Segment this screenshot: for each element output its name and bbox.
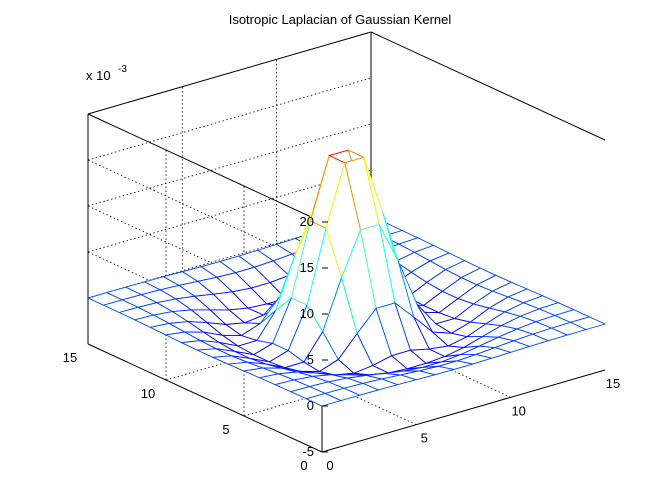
wall-grid-line: [87, 123, 372, 207]
surface-mesh: [86, 148, 607, 407]
back-edge: [87, 113, 323, 223]
wall-grid-line: [87, 159, 323, 269]
y-tick-label: 0: [300, 458, 307, 473]
y-tick-label: 15: [63, 350, 77, 365]
x-tick-label: 15: [606, 376, 620, 391]
x-tick-label: 0: [326, 458, 333, 473]
wall-grid-line: [87, 205, 323, 315]
z-tick-label: -5: [302, 444, 314, 459]
z-tick-label: 15: [300, 260, 314, 275]
z-tick-label: 5: [307, 352, 314, 367]
x-tick-label: 5: [421, 431, 428, 446]
wall-grid-line: [87, 77, 372, 161]
floor-grid-line: [165, 297, 450, 381]
z-tick-label: 10: [300, 306, 314, 321]
y-tick-label: 5: [222, 422, 229, 437]
back-edge: [87, 31, 372, 115]
chart-title: Isotropic Laplacian of Gaussian Kernel: [229, 12, 452, 27]
x-tick-label: 10: [511, 403, 525, 418]
z-exponent-power: -3: [118, 64, 127, 75]
z-exponent-label: x 10: [86, 68, 111, 83]
y-axis-line: [87, 343, 323, 453]
axes-box-back: [87, 31, 606, 453]
floor-grid-line: [243, 333, 528, 417]
surface-quad: [569, 316, 607, 330]
z-tick-label: 20: [300, 214, 314, 229]
x-axis-line: [321, 369, 606, 453]
z-tick-label: 0: [307, 398, 314, 413]
wall-grid-line: [87, 169, 372, 253]
y-tick-label: 10: [141, 386, 155, 401]
back-edge: [370, 31, 606, 141]
